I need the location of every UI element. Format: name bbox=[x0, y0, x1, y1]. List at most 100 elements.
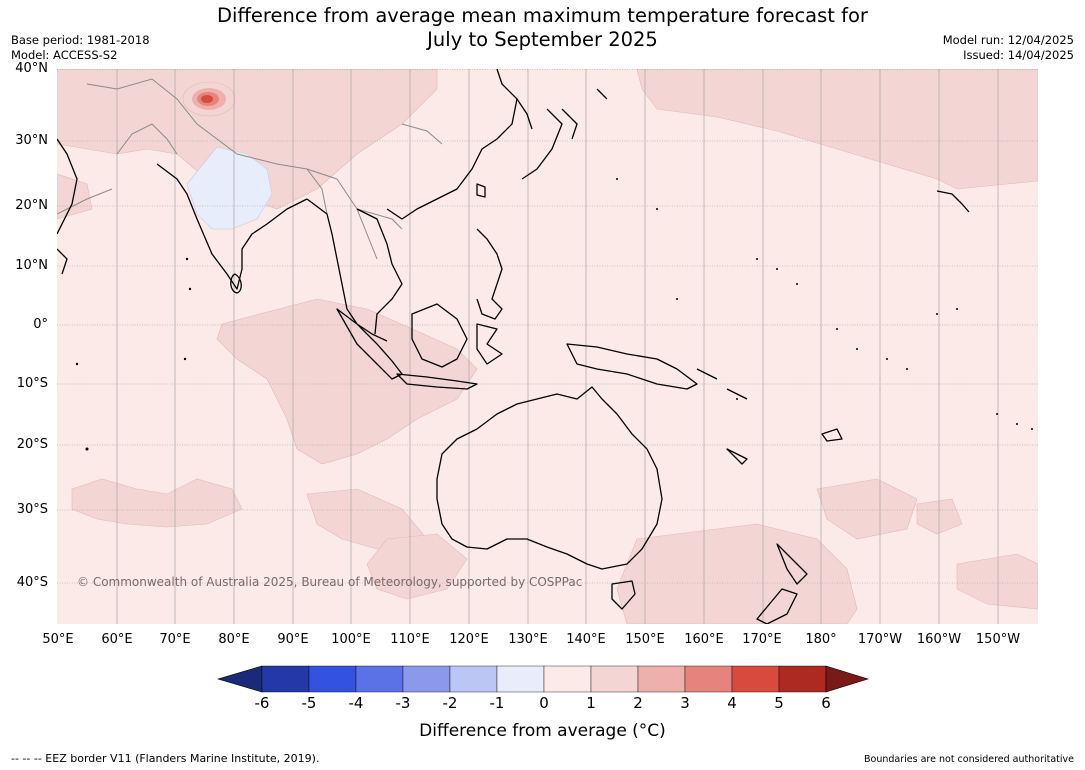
issued-date: Issued: 14/04/2025 bbox=[963, 48, 1074, 62]
colorbar-label: -1 bbox=[489, 694, 505, 712]
colorbar-label: -6 bbox=[254, 694, 270, 712]
lat-label: 40°S bbox=[16, 575, 48, 590]
coast-java bbox=[396, 373, 478, 390]
coast-bay-bengal-east bbox=[306, 198, 388, 342]
coast-indochina bbox=[356, 208, 403, 335]
colorbar-swatch bbox=[590, 665, 639, 693]
lon-label: 110°E bbox=[390, 632, 430, 647]
lat-label: 10°S bbox=[16, 376, 48, 391]
base-period: Base period: 1981-2018 bbox=[11, 33, 150, 47]
colorbar-swatch bbox=[261, 665, 310, 693]
warm-anomaly-patches bbox=[57, 69, 1038, 624]
lon-label: 150°E bbox=[625, 632, 665, 647]
colorbar-swatch bbox=[496, 665, 545, 693]
coast-china bbox=[386, 69, 518, 220]
lon-label: 150°W bbox=[975, 632, 1021, 647]
colorbar-under-triangle bbox=[216, 665, 263, 693]
lon-label: 90°E bbox=[277, 632, 309, 647]
colorbar-label: 6 bbox=[821, 694, 831, 712]
colorbar-swatch bbox=[684, 665, 733, 693]
copyright-text: © Commonwealth of Australia 2025, Bureau… bbox=[77, 575, 582, 589]
lat-label: 30°N bbox=[15, 133, 48, 148]
coast-japan-islands bbox=[561, 88, 608, 140]
lon-label: 50°E bbox=[42, 632, 74, 647]
coast-philippines bbox=[476, 228, 503, 320]
coast-new-guinea bbox=[566, 343, 698, 390]
coast-india bbox=[156, 163, 308, 290]
lon-label: 160°E bbox=[684, 632, 724, 647]
eez-legend: -- -- -- EEZ border V11 (Flanders Marine… bbox=[11, 752, 320, 765]
colorbar-label: 3 bbox=[680, 694, 690, 712]
lon-label: 120°E bbox=[449, 632, 489, 647]
lon-label: 140°E bbox=[566, 632, 606, 647]
coast-arabia bbox=[57, 138, 78, 235]
boundary-disclaimer: Boundaries are not considered authoritat… bbox=[864, 754, 1074, 765]
coast-tasmania bbox=[611, 580, 636, 610]
lon-label: 160°W bbox=[916, 632, 962, 647]
lat-label: 10°N bbox=[15, 258, 48, 273]
colorbar-swatch bbox=[308, 665, 357, 693]
patch-far-south-pacific bbox=[956, 553, 1038, 610]
coast-new-zealand-south bbox=[756, 588, 798, 624]
lat-label: 0° bbox=[33, 317, 48, 332]
coast-solomon bbox=[696, 368, 748, 400]
colorbar-title: Difference from average (°C) bbox=[419, 721, 666, 741]
coastlines bbox=[57, 69, 970, 624]
colorbar-label: 4 bbox=[727, 694, 737, 712]
lon-label: 100°E bbox=[331, 632, 371, 647]
colorbar-label: -4 bbox=[348, 694, 364, 712]
chart-title: Difference from average mean maximum tem… bbox=[0, 4, 1085, 52]
title-line-1: Difference from average mean maximum tem… bbox=[217, 4, 868, 27]
colorbar-swatches bbox=[216, 665, 870, 693]
title-line-2: July to September 2025 bbox=[427, 28, 658, 51]
coast-sulawesi bbox=[476, 323, 503, 365]
model-name: Model: ACCESS-S2 bbox=[11, 48, 118, 62]
patch-small-pacific bbox=[916, 498, 963, 535]
colorbar-swatch bbox=[449, 665, 498, 693]
meta-left: Base period: 1981-2018 Model: ACCESS-S2 bbox=[11, 33, 150, 63]
coast-fiji bbox=[821, 428, 843, 442]
coast-korea-japan bbox=[516, 98, 563, 180]
coast-taiwan bbox=[476, 183, 486, 198]
coast-new-zealand-north bbox=[776, 543, 808, 585]
lat-label: 30°S bbox=[16, 502, 48, 517]
colorbar-label: -2 bbox=[442, 694, 458, 712]
colorbar-label: 1 bbox=[586, 694, 596, 712]
coast-borneo bbox=[411, 303, 468, 368]
coast-hawaii bbox=[936, 190, 970, 213]
model-run: Model run: 12/04/2025 bbox=[942, 33, 1074, 47]
country-borders bbox=[57, 78, 443, 260]
colorbar-swatch bbox=[543, 665, 592, 693]
lat-label: 20°S bbox=[16, 437, 48, 452]
colorbar-swatch bbox=[402, 665, 451, 693]
lon-label: 60°E bbox=[101, 632, 133, 647]
forecast-map: © Commonwealth of Australia 2025, Bureau… bbox=[57, 69, 1038, 624]
colorbar-label: 5 bbox=[774, 694, 784, 712]
colorbar-swatch bbox=[355, 665, 404, 693]
patch-ne-pacific bbox=[636, 69, 1038, 190]
lon-label: 170°W bbox=[857, 632, 903, 647]
colorbar-label: -5 bbox=[301, 694, 317, 712]
colorbar-swatch bbox=[731, 665, 780, 693]
coast-africa-horn bbox=[57, 248, 68, 275]
patch-south-tasman bbox=[616, 523, 858, 624]
lon-label: 170°E bbox=[742, 632, 782, 647]
colorbar-label: 2 bbox=[633, 694, 643, 712]
lon-label: 70°E bbox=[159, 632, 191, 647]
coast-new-caledonia bbox=[726, 448, 748, 465]
hot-spot-himalaya bbox=[182, 81, 236, 117]
colorbar-swatch bbox=[778, 665, 827, 693]
colorbar-label: 0 bbox=[539, 694, 549, 712]
coast-sri-lanka bbox=[230, 273, 242, 294]
lon-label: 180° bbox=[805, 632, 837, 647]
patch-south-indian-west bbox=[71, 478, 243, 528]
coast-australia bbox=[436, 386, 663, 570]
lat-label: 20°N bbox=[15, 198, 48, 213]
graticule bbox=[57, 69, 1038, 624]
meta-right: Model run: 12/04/2025 Issued: 14/04/2025 bbox=[943, 33, 1074, 63]
small-islands bbox=[75, 178, 1033, 451]
patch-south-pacific bbox=[816, 478, 918, 540]
lon-label: 80°E bbox=[218, 632, 250, 647]
lat-label: 40°N bbox=[15, 61, 48, 76]
lon-label: 130°E bbox=[508, 632, 548, 647]
